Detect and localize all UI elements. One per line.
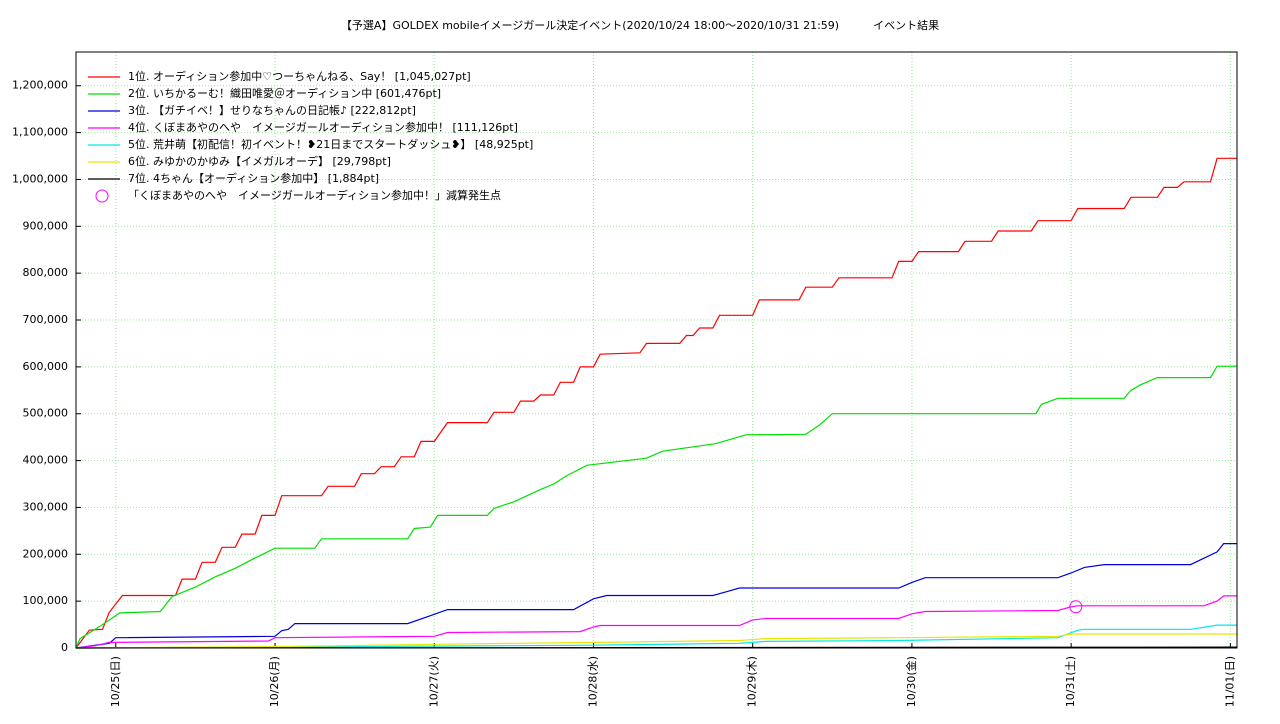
y-tick-label: 1,000,000 [12, 172, 68, 185]
plot-frame [75, 51, 1238, 649]
y-tick-label: 1,100,000 [12, 126, 68, 139]
y-tick-label: 400,000 [23, 454, 69, 467]
legend-label: 2位. いちかるーむ！織田唯愛＠オーディション中 [601,476pt] [128, 86, 441, 100]
y-tick-label: 500,000 [23, 407, 69, 420]
x-tick-label: 10/27(火) [427, 656, 440, 707]
y-tick-label: 300,000 [23, 500, 69, 513]
series-line [75, 543, 1237, 649]
x-tick-label: 10/29(木) [746, 656, 759, 707]
legend-marker [95, 189, 109, 203]
y-tick-label: 700,000 [23, 313, 69, 326]
legend-label: 3位. 【ガチイベ！】せりなちゃんの日記帳♪ [222,812pt] [128, 103, 416, 117]
y-tick-label: 0 [61, 641, 68, 654]
y-tick-label: 1,200,000 [12, 79, 68, 92]
legend-label: 7位. 4ちゃん【オーディション参加中】 [1,884pt] [128, 171, 379, 185]
x-tick-label: 10/25(日) [109, 656, 122, 707]
legend-label: 5位. 荒井萌【初配信！初イベント！❥21日までスタートダッシュ❥】 [48,9… [128, 137, 533, 151]
y-tick-label: 800,000 [23, 266, 69, 279]
series-line [75, 595, 1237, 649]
x-tick-label: 11/01(日) [1223, 656, 1236, 707]
x-tick-label: 10/31(土) [1064, 656, 1077, 707]
series-line [75, 633, 1237, 649]
title: 【予選A】GOLDEX mobileイメージガール決定イベント(2020/10/… [341, 18, 839, 32]
legend-label: 6位. みゆかのかゆみ【イメガルオーデ】 [29,798pt] [128, 154, 391, 168]
marker-point [1069, 600, 1083, 614]
y-tick-label: 600,000 [23, 360, 69, 373]
x-tick-label: 10/30(金) [904, 656, 918, 707]
series-line [75, 157, 1237, 649]
x-tick-label: 10/28(水) [586, 656, 599, 707]
y-tick-label: 900,000 [23, 219, 69, 232]
y-tick-label: 100,000 [23, 594, 69, 607]
series-line [75, 624, 1237, 649]
subtitle: イベント結果 [873, 18, 939, 32]
chart-title: 【予選A】GOLDEX mobileイメージガール決定イベント(2020/10/… [341, 18, 939, 32]
series-line [75, 365, 1237, 649]
legend-label: 1位. オーディション参加中♡つーちゃんねる、Say！ [1,045,027pt… [128, 69, 471, 83]
x-tick-label: 10/26(月) [268, 656, 281, 707]
y-tick-label: 200,000 [23, 547, 69, 560]
legend-label: 「くぼまあやのへや イメージガールオーディション参加中！」減算発生点 [128, 188, 501, 202]
legend-label: 4位. くぼまあやのへや イメージガールオーディション参加中！ [111,126… [128, 120, 518, 134]
